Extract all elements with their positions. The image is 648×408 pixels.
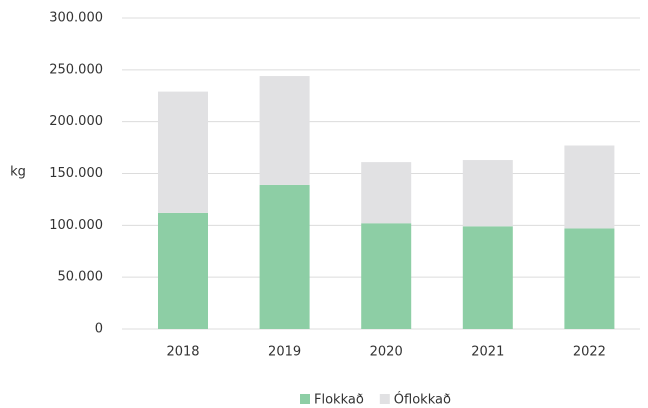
legend-label: Óflokkað — [394, 392, 451, 408]
bar-segment — [259, 76, 310, 185]
bar-segment — [564, 145, 615, 229]
bar-segment — [158, 212, 208, 329]
x-tick-label: 2020 — [370, 345, 403, 360]
y-tick-label: 250.000 — [49, 62, 103, 77]
y-tick-label: 100.000 — [49, 218, 103, 233]
x-tick-label: 2022 — [573, 345, 606, 360]
y-axis-label: kg — [10, 165, 26, 180]
bar-segment — [564, 228, 615, 329]
x-tick-label: 2019 — [268, 345, 301, 360]
bar-segment — [361, 223, 412, 329]
bar-segment — [462, 226, 513, 329]
legend-label: Flokkað — [314, 393, 364, 408]
x-tick-label: 2018 — [166, 345, 199, 360]
bar-segment — [158, 91, 208, 213]
y-tick-label: 0 — [95, 322, 103, 337]
x-tick-label: 2021 — [471, 345, 504, 360]
y-tick-label: 150.000 — [49, 166, 103, 181]
y-tick-label: 200.000 — [49, 114, 103, 129]
bar-segment — [462, 160, 513, 227]
y-tick-label: 50.000 — [58, 270, 104, 285]
legend-swatch — [379, 394, 390, 404]
bar-segment — [259, 184, 310, 329]
y-tick-label: 300.000 — [49, 11, 103, 26]
legend-swatch — [300, 394, 310, 404]
bar-segment — [361, 162, 412, 224]
